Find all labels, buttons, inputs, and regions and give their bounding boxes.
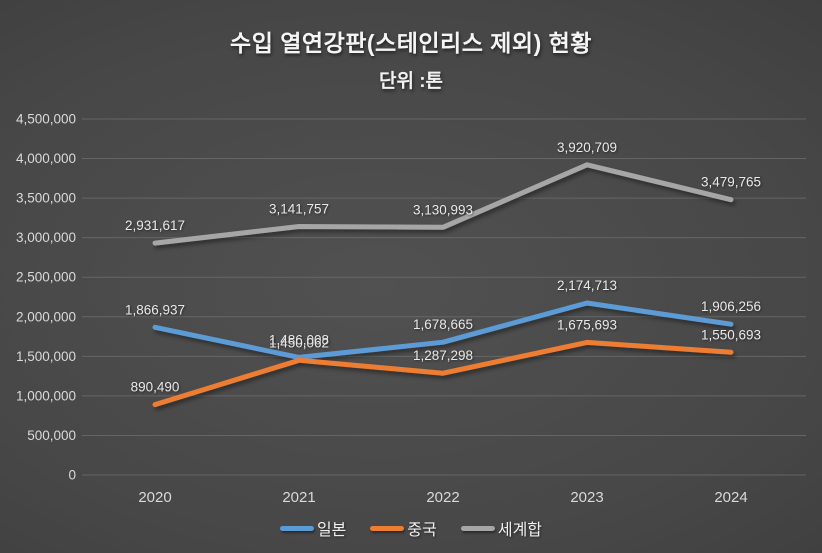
data-label-world-2020: 2,931,617 <box>125 218 185 233</box>
data-label-world-2022: 3,130,993 <box>413 202 473 217</box>
legend-line-swatch-icon-china <box>370 525 405 531</box>
y-tick-label: 1,500,000 <box>16 349 76 364</box>
data-label-japan-2023: 2,174,713 <box>557 278 617 293</box>
gridlines <box>82 118 806 476</box>
data-label-china-2022: 1,287,298 <box>413 348 473 363</box>
y-tick-label: 2,000,000 <box>16 309 76 324</box>
data-label-world-2024: 3,479,765 <box>701 175 761 190</box>
x-axis-label: 2023 <box>570 489 603 506</box>
data-label-japan-2022: 1,678,665 <box>413 317 473 332</box>
line-china <box>152 339 734 408</box>
data-labels-japan: 1,866,937 1,486,008 1,678,665 2,174,713 1,90… <box>125 278 761 347</box>
y-tick-label: 1,000,000 <box>16 388 76 403</box>
line-world <box>152 162 734 246</box>
legend: 일본 중국 세계합 <box>0 516 822 540</box>
data-labels-china: 890,490 1,450,062 1,287,298 1,675,693 1,550,… <box>131 317 761 394</box>
data-label-japan-2021: 1,486,008 <box>269 332 329 347</box>
legend-item-world: 세계합 <box>460 516 543 540</box>
legend-label-world: 세계합 <box>497 522 543 539</box>
data-label-china-2021: 1,450,062 <box>269 335 329 350</box>
data-label-world-2021: 3,141,757 <box>269 201 329 216</box>
data-label-japan-2024: 1,906,256 <box>701 299 761 314</box>
legend-line-swatch-icon-world <box>460 525 495 531</box>
y-axis: 0 500,000 1,000,000 1,500,000 2,000,000 2,500… <box>16 112 76 483</box>
data-label-japan-2020: 1,866,937 <box>125 302 185 317</box>
data-label-world-2023: 3,920,709 <box>557 140 617 155</box>
x-axis-label: 2021 <box>282 489 315 506</box>
y-tick-label: 4,000,000 <box>16 151 76 166</box>
x-axis: 2020 2021 2022 2023 2024 <box>138 489 747 506</box>
data-label-china-2024: 1,550,693 <box>701 327 761 342</box>
y-tick-label: 2,500,000 <box>16 270 76 285</box>
y-tick-label: 4,500,000 <box>16 112 76 127</box>
x-axis-label: 2022 <box>426 489 459 506</box>
legend-item-china: 중국 <box>370 516 437 540</box>
data-label-china-2023: 1,675,693 <box>557 317 617 332</box>
x-axis-label: 2020 <box>138 489 171 506</box>
line-japan <box>152 300 734 360</box>
chart-title: 수입 열연강판(스테인리스 제외) 현황 <box>230 30 592 56</box>
data-label-china-2020: 890,490 <box>131 380 180 395</box>
y-tick-label: 500,000 <box>27 428 76 443</box>
legend-label-china: 중국 <box>407 522 437 539</box>
y-tick-label: 0 <box>68 468 76 483</box>
x-axis-label: 2024 <box>714 489 747 506</box>
data-labels-world: 2,931,617 3,141,757 3,130,993 3,920,709 3,47… <box>125 140 761 233</box>
y-tick-label: 3,500,000 <box>16 191 76 206</box>
legend-item-japan: 일본 <box>279 516 347 540</box>
y-tick-label: 3,000,000 <box>16 230 76 245</box>
legend-line-swatch-icon-japan <box>279 525 314 531</box>
legend-label-japan: 일본 <box>316 522 347 539</box>
chart-subtitle: 단위 :톤 <box>378 71 444 92</box>
